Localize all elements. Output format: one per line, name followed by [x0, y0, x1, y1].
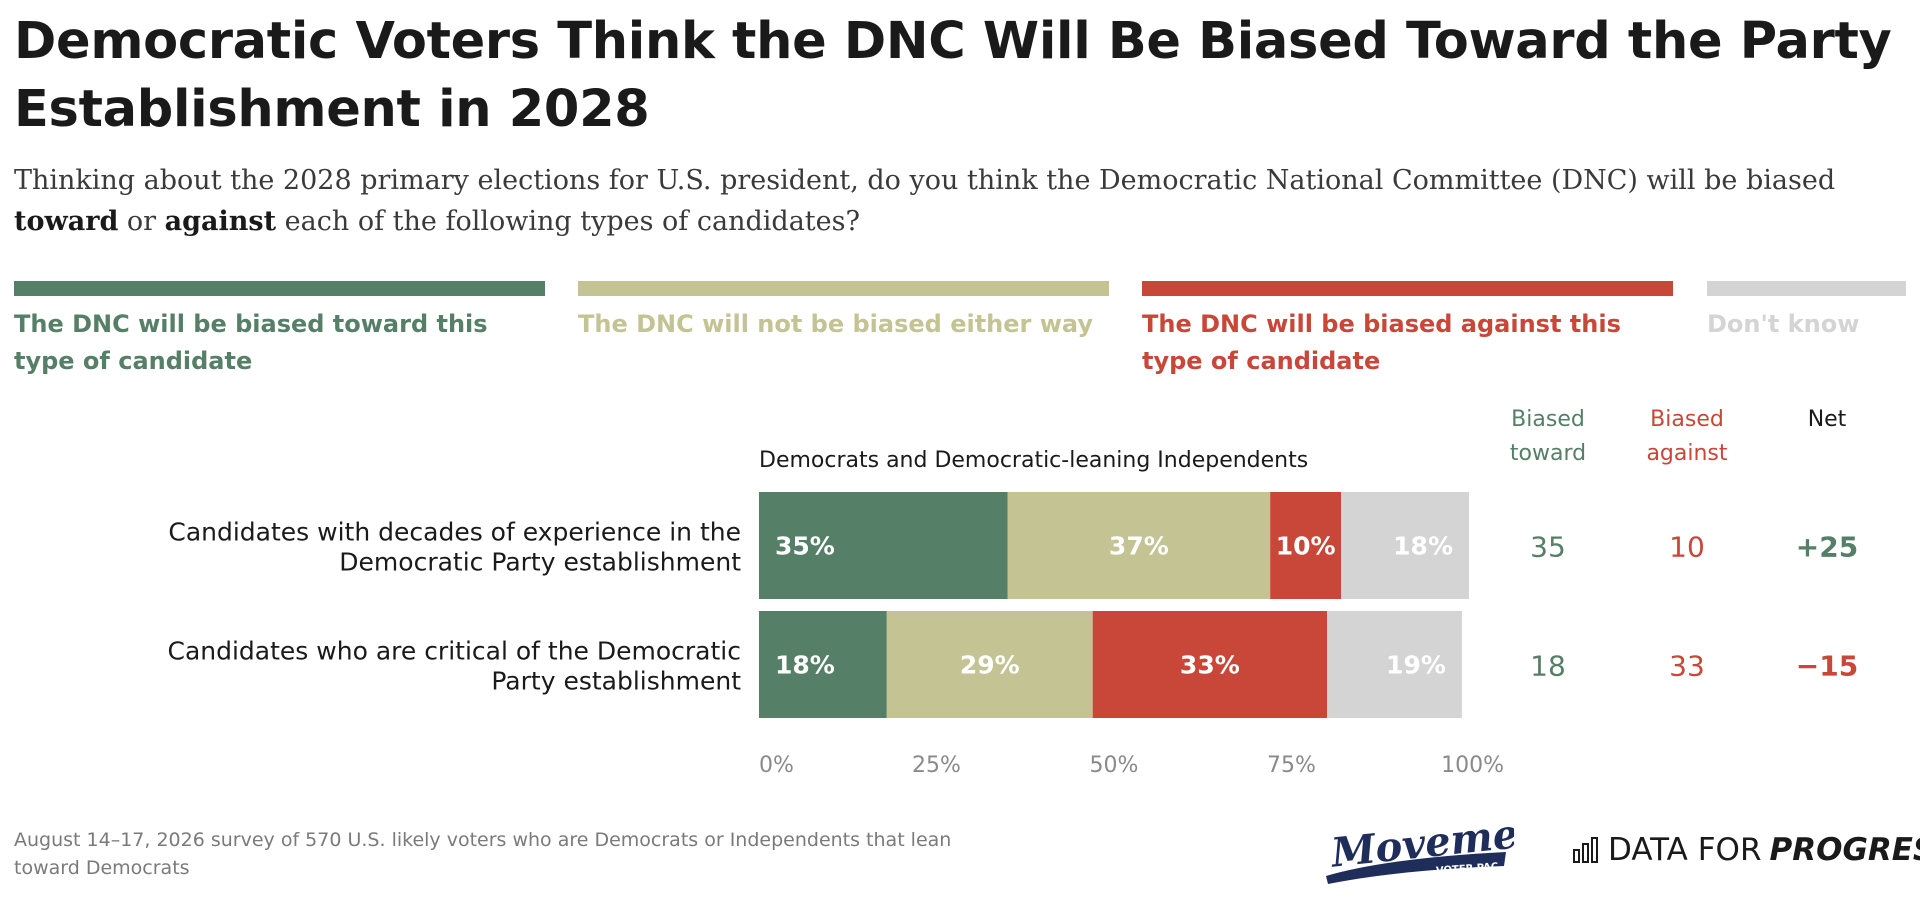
summary-value-net-row-1: −15	[1796, 650, 1858, 683]
data-label-don-t-know-row-0: 18%	[1393, 532, 1453, 561]
subtitle-text-2: or	[118, 206, 165, 237]
bar-the-dnc-will-not-be-biased-either-way-row-0	[1007, 492, 1271, 599]
bar-don-t-know-row-0	[1341, 492, 1469, 599]
x-tick-label-4: 100%	[1441, 753, 1504, 778]
x-tick-label-2: 50%	[1090, 753, 1139, 778]
bar-don-t-know-row-1	[1327, 611, 1462, 718]
data-label-the-dnc-will-not-be-biased-either-way-row-0: 37%	[1109, 532, 1169, 561]
data-label-the-dnc-will-be-biased-toward-this-type-of-candidate-row-0: 35%	[775, 532, 835, 561]
legend-swatch-biased-against	[1142, 281, 1673, 296]
legend-label-not-biased: The DNC will not be biased either way	[578, 310, 1093, 338]
legend-swatch-dont-know	[1707, 281, 1906, 296]
bar-chart-icon	[1573, 837, 1598, 863]
data-label-the-dnc-will-be-biased-toward-this-type-of-candidate-row-1: 18%	[775, 651, 835, 680]
movement-voter-pac-logo: Movement VOTER PAC	[1318, 805, 1568, 895]
data-label-the-dnc-will-not-be-biased-either-way-row-1: 29%	[960, 651, 1020, 680]
legend-item-not-biased: The DNC will not be biased either way	[578, 281, 1109, 343]
legend-swatch-not-biased	[578, 281, 1109, 296]
chart-subtitle: Thinking about the 2028 primary election…	[14, 160, 1894, 242]
group-label: Democrats and Democratic-leaning Indepen…	[759, 448, 1308, 473]
summary-value-biased-toward-row-1: 18	[1530, 650, 1566, 683]
data-for-progress-logo: DATA FOR PROGRESS	[1572, 832, 1920, 868]
data-label-don-t-know-row-1: 19%	[1386, 651, 1446, 680]
summary-value-biased-toward-row-0: 35	[1530, 531, 1566, 564]
legend-label-biased-toward: The DNC will be biased toward this type …	[14, 310, 488, 375]
stacked-bar-chart: Democrats and Democratic-leaning Indepen…	[168, 407, 1859, 778]
subtitle-text-1: Thinking about the 2028 primary election…	[14, 165, 1836, 196]
legend-item-biased-against: The DNC will be biased against this type…	[1142, 281, 1673, 380]
movement-logo-swoosh	[1326, 852, 1506, 884]
category-label-0-line-1: Candidates with decades of experience in…	[168, 518, 741, 547]
x-tick-label-1: 25%	[912, 753, 961, 778]
x-tick-label-3: 75%	[1267, 753, 1316, 778]
subtitle-text-3: each of the following types of candidate…	[276, 206, 860, 237]
subtitle-bold-against: against	[164, 206, 277, 237]
bar-the-dnc-will-be-biased-toward-this-type-of-candidate-row-0	[759, 492, 1008, 599]
x-tick-label-0: 0%	[759, 753, 794, 778]
column-header-biased-toward-line-1: Biased	[1511, 407, 1585, 432]
legend-item-biased-toward: The DNC will be biased toward this type …	[14, 281, 545, 380]
legend-item-dont-know: Don't know	[1707, 281, 1906, 343]
category-label-0-line-2: Democratic Party establishment	[339, 548, 741, 577]
chart-title: Democratic Voters Think the DNC Will Be …	[14, 12, 1892, 139]
summary-value-net-row-0: +25	[1796, 531, 1858, 564]
data-label-the-dnc-will-be-biased-against-this-type-of-candidate-row-1: 33%	[1180, 651, 1240, 680]
dfp-logo-regular-text: DATA FOR	[1608, 832, 1762, 868]
bar-the-dnc-will-be-biased-against-this-type-of-candidate-row-0	[1270, 492, 1342, 599]
legend-swatch-biased-toward	[14, 281, 545, 296]
bar-the-dnc-will-not-be-biased-either-way-row-1	[886, 611, 1093, 718]
subtitle-bold-toward: toward	[14, 206, 119, 237]
legend-label-dont-know: Don't know	[1707, 310, 1860, 338]
summary-value-biased-against-row-1: 33	[1669, 650, 1705, 683]
movement-logo-sub: VOTER PAC	[1436, 861, 1499, 876]
bar-the-dnc-will-be-biased-against-this-type-of-candidate-row-1	[1092, 611, 1327, 718]
column-header-biased-against-line-1: Biased	[1650, 407, 1724, 432]
column-header-biased-against-line-2: against	[1646, 441, 1727, 466]
category-label-1-line-2: Party establishment	[491, 667, 741, 696]
summary-value-biased-against-row-0: 10	[1669, 531, 1705, 564]
survey-footnote: August 14–17, 2026 survey of 570 U.S. li…	[14, 829, 952, 879]
dfp-logo-italic-text: PROGRESS	[1769, 832, 1920, 868]
data-label-the-dnc-will-be-biased-against-this-type-of-candidate-row-0: 10%	[1276, 532, 1336, 561]
column-header-biased-toward-line-2: toward	[1510, 441, 1586, 466]
bar-the-dnc-will-be-biased-toward-this-type-of-candidate-row-1	[759, 611, 887, 718]
legend-label-biased-against: The DNC will be biased against this type…	[1142, 310, 1621, 375]
category-label-1-line-1: Candidates who are critical of the Democ…	[168, 637, 742, 666]
column-header-net: Net	[1808, 407, 1847, 432]
